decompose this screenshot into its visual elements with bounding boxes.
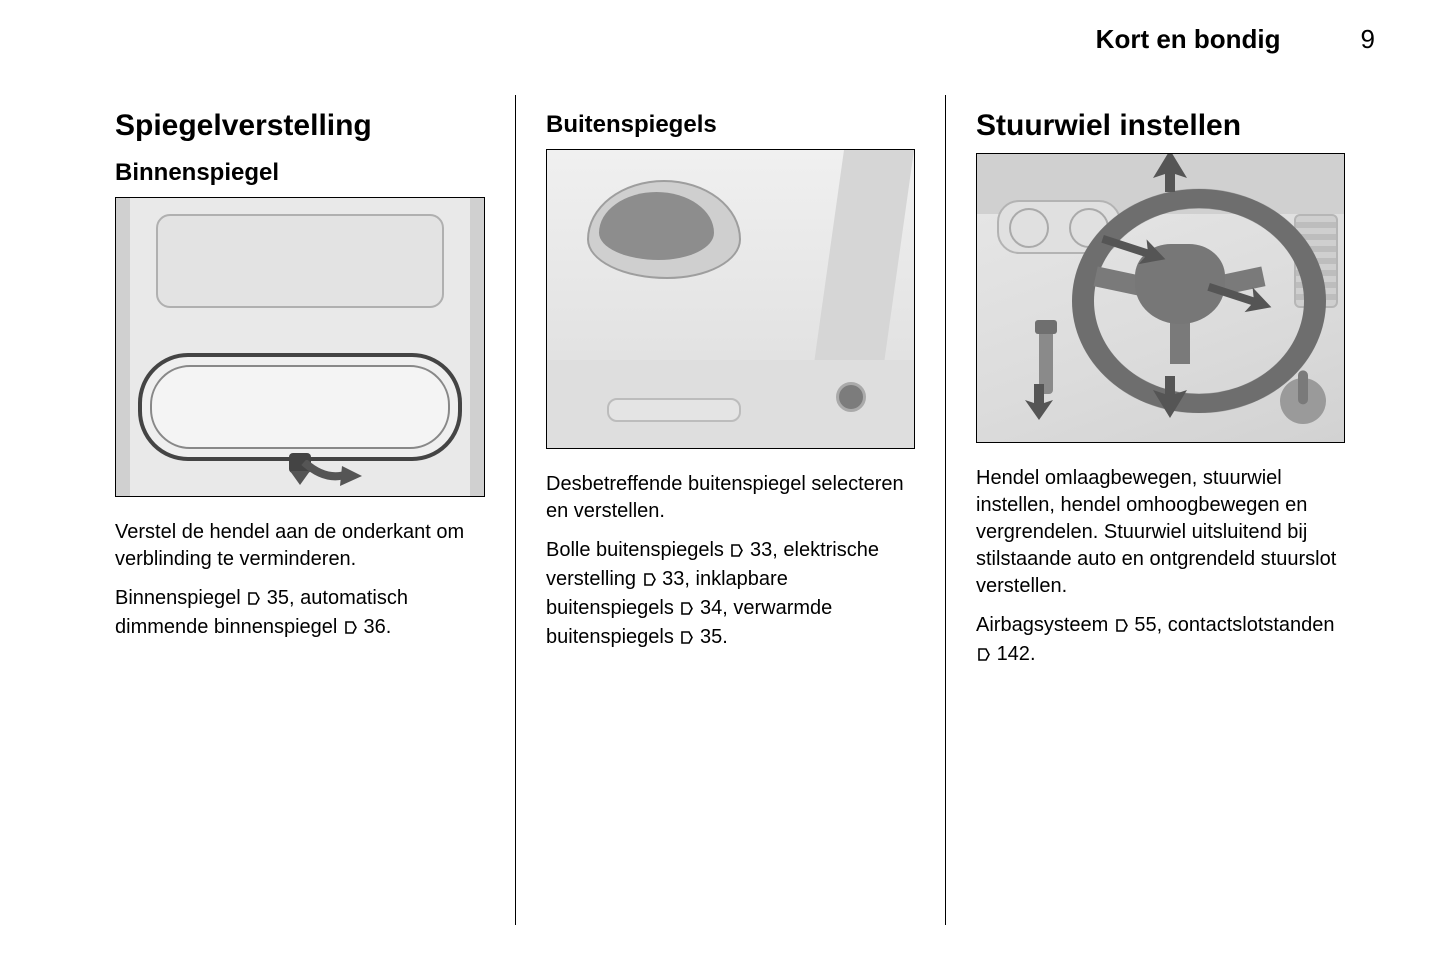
text: Bolle buitenspiegels (546, 539, 729, 561)
figure-steering-wheel (976, 153, 1345, 443)
page-ref-icon (1114, 614, 1129, 641)
door-handle-recess (607, 398, 741, 422)
page-number: 9 (1361, 24, 1375, 55)
manual-page: Kort en bondig 9 Spiegelverstelling Binn… (0, 0, 1445, 965)
text: . (722, 626, 728, 648)
page-ref-number: 36 (364, 616, 386, 638)
rearview-mirror (138, 353, 462, 461)
section-heading-steering-wheel: Stuurwiel instellen (976, 109, 1345, 143)
overhead-panel (156, 214, 444, 308)
paragraph: Verstel de hendel aan de onderkant om ve… (115, 519, 485, 573)
arrow-lever-down-icon (1023, 382, 1055, 422)
gear-knob (1280, 378, 1326, 424)
text: . (386, 616, 392, 638)
door-lock-button (836, 382, 866, 412)
page-ref-icon (976, 643, 991, 670)
text: , contactslotstanden (1157, 614, 1335, 636)
page-ref-icon (246, 587, 261, 614)
running-title: Kort en bondig (1096, 24, 1281, 55)
page-ref-icon (642, 568, 657, 595)
arrow-up-icon (1147, 153, 1193, 194)
subheading-interior-mirror: Binnenspiegel (115, 159, 485, 187)
three-column-layout: Spiegelverstelling Binnenspiegel Verstel… (85, 95, 1375, 925)
text: . (1030, 643, 1036, 665)
adjust-arrow-icon (296, 460, 366, 494)
column-1: Spiegelverstelling Binnenspiegel Verstel… (85, 95, 515, 925)
column-3: Stuurwiel instellen (945, 95, 1375, 925)
pillar-right (470, 198, 484, 496)
page-ref-number: 142 (997, 643, 1030, 665)
page-ref-number: 55 (1134, 614, 1156, 636)
page-ref-icon (343, 616, 358, 643)
page-ref-icon (679, 626, 694, 653)
arrow-down-icon (1147, 374, 1193, 420)
page-ref-number: 33 (750, 539, 772, 561)
page-ref-number: 35 (700, 626, 722, 648)
paragraph-refs: Airbagsysteem 55, contactslotstanden 142… (976, 612, 1345, 670)
column-2: Buitenspiegels Desbetreffende buitenspie… (515, 95, 945, 925)
figure-exterior-mirror (546, 149, 915, 449)
mirror-glass (150, 365, 450, 449)
page-ref-icon (729, 539, 744, 566)
page-ref-number: 34 (700, 597, 722, 619)
text: Binnenspiegel (115, 587, 246, 609)
text: Airbagsysteem (976, 614, 1114, 636)
paragraph-refs: Bolle buitenspiegels 33, elektrische ver… (546, 537, 915, 653)
section-heading-mirror-adjustment: Spiegelverstelling (115, 109, 485, 143)
figure-interior-mirror (115, 197, 485, 497)
page-ref-number: 33 (662, 568, 684, 590)
page-ref-icon (679, 597, 694, 624)
page-ref-number: 35 (267, 587, 289, 609)
subheading-exterior-mirrors: Buitenspiegels (546, 111, 915, 139)
paragraph: Hendel omlaagbewegen, stuurwiel instelle… (976, 465, 1345, 600)
paragraph: Desbetreffende buitenspiegel selecteren … (546, 471, 915, 525)
running-header: Kort en bondig 9 (1096, 24, 1375, 55)
paragraph-refs: Binnenspiegel 35, automatisch dimmende b… (115, 585, 485, 643)
pillar-left (116, 198, 130, 496)
